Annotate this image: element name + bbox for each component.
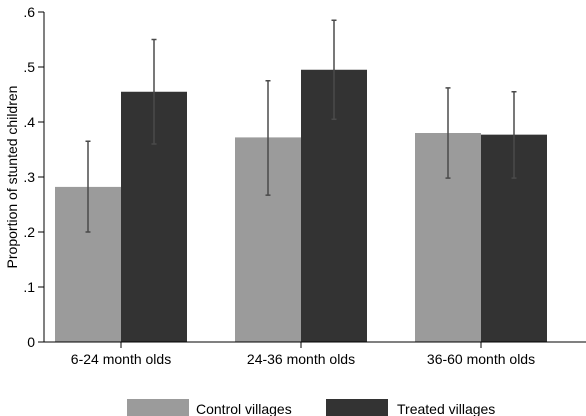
y-tick-label: .1 [23, 279, 35, 295]
y-tick-label: 0 [27, 334, 35, 350]
error-bar [85, 140, 91, 233]
x-tick-label: 36-60 month olds [427, 351, 535, 367]
error-bar [265, 80, 271, 196]
x-tick-label: 6-24 month olds [71, 351, 171, 367]
y-tick-label: .5 [23, 59, 35, 75]
legend-label-control: Control villages [196, 401, 292, 416]
y-axis: 0 .1 .2 .3 .4 .5 .6 [23, 4, 45, 350]
error-bar [331, 19, 337, 120]
legend-label-treated: Treated villages [397, 401, 495, 416]
y-tick-label: .3 [23, 169, 35, 185]
legend-swatch-control [127, 399, 189, 416]
error-bar [445, 87, 451, 179]
y-tick-label: .6 [23, 4, 35, 20]
x-tick-label: 24-36 month olds [247, 351, 355, 367]
bars-layer [55, 69, 547, 342]
legend: Control villages Treated villages [127, 399, 495, 416]
y-tick-label: .4 [23, 114, 35, 130]
y-axis-label: Proportion of stunted children [4, 86, 20, 269]
error-bars-layer [85, 19, 517, 233]
error-bar [151, 38, 157, 145]
y-tick-label: .2 [23, 224, 35, 240]
x-axis: 6-24 month olds 24-36 month olds 36-60 mon… [44, 341, 586, 367]
legend-swatch-treated [326, 399, 388, 416]
error-bar [511, 91, 517, 179]
